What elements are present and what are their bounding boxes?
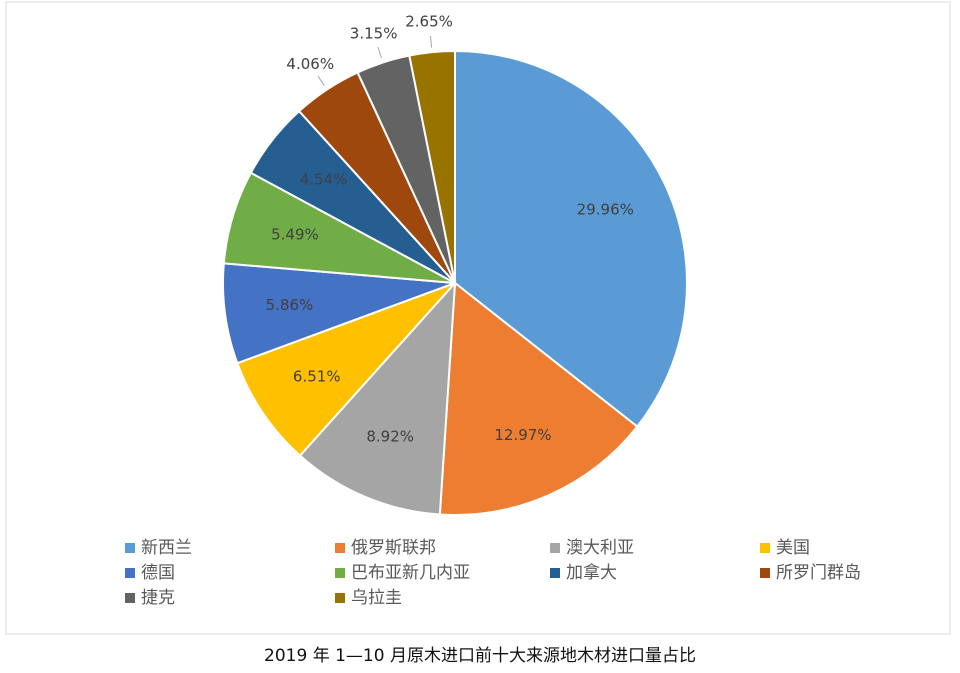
- legend-label: 德国: [141, 563, 175, 583]
- data-label: 8.92%: [366, 427, 414, 445]
- legend-swatch: [760, 568, 770, 578]
- legend-swatch: [125, 593, 135, 603]
- legend-label: 加拿大: [566, 562, 617, 583]
- pie-slice: [236, 282, 456, 458]
- pie-slice: [438, 281, 639, 516]
- legend-label: 所罗门群岛: [776, 563, 861, 583]
- pie-slice: [298, 280, 457, 516]
- legend-label: 新西兰: [141, 538, 192, 558]
- data-label: 5.49%: [271, 226, 319, 244]
- legend-label: 澳大利亚: [566, 538, 634, 558]
- data-label: 3.15%: [350, 24, 398, 42]
- legend-swatch: [335, 593, 345, 603]
- legend-swatch: [335, 543, 345, 553]
- pie-slice: [222, 262, 456, 365]
- data-label: 29.96%: [577, 201, 634, 219]
- legend-label: 捷克: [141, 588, 175, 608]
- legend-label: 乌拉圭: [351, 588, 402, 608]
- legend-label: 巴布亚新几内亚: [351, 563, 470, 583]
- legend-swatch: [125, 568, 135, 578]
- leader-line: [429, 35, 433, 48]
- data-label: 4.54%: [300, 170, 348, 188]
- data-label: 2.65%: [405, 13, 453, 31]
- data-label: 12.97%: [494, 426, 551, 444]
- legend-swatch: [760, 543, 770, 553]
- legend-swatch: [550, 568, 560, 578]
- legend-swatch: [125, 543, 135, 553]
- legend-swatch: [335, 568, 345, 578]
- legend-label: 美国: [776, 538, 810, 558]
- data-label: 5.86%: [266, 296, 314, 314]
- data-label: 6.51%: [293, 367, 341, 385]
- data-label: 4.06%: [286, 55, 334, 73]
- pie-slice: [408, 49, 456, 284]
- legend-label: 俄罗斯联邦: [351, 538, 436, 558]
- leader-line: [377, 46, 383, 59]
- pie-slice: [454, 49, 688, 428]
- legend-swatch: [550, 543, 560, 553]
- leader-line: [317, 75, 325, 86]
- chart-title: 2019 年 1—10 月原木进口前十大来源地木材进口量占比: [264, 646, 696, 666]
